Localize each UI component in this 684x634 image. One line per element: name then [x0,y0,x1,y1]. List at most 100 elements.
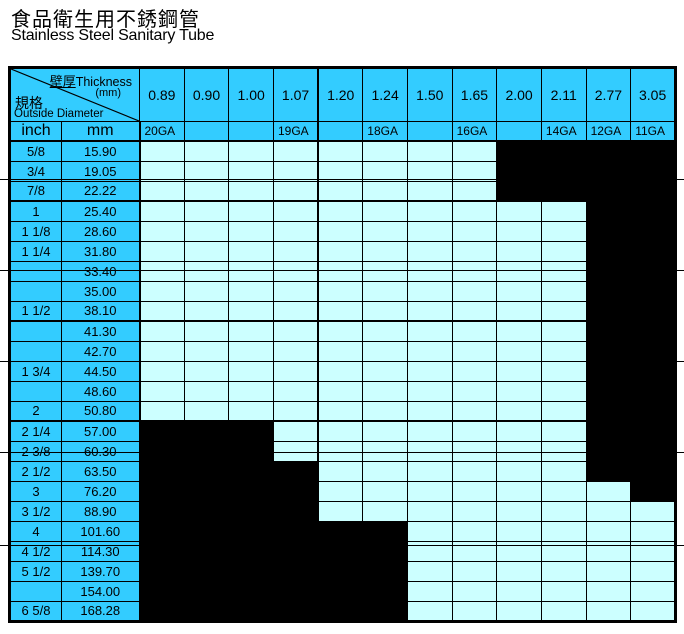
scan-artifact-line [0,270,684,271]
available-cell [272,200,319,222]
unavailable-cell [585,300,632,322]
unavailable-cell [362,580,408,602]
available-cell [139,400,185,422]
unavailable-cell [585,320,632,342]
unavailable-cell [272,480,319,502]
unavailable-cell [585,160,632,182]
available-cell [451,600,498,622]
available-cell [272,340,319,362]
mm-value: 15.90 [61,140,141,162]
gauge-label: 11GA [630,121,676,142]
mm-value: 60.30 [61,440,141,462]
available-cell [496,200,542,222]
available-cell [272,300,319,322]
gauge-label: 12GA [585,121,632,142]
unavailable-cell [630,160,676,182]
available-cell [451,260,498,282]
available-cell [272,320,319,342]
inch-value: 2 1/4 [9,420,62,442]
available-cell [228,180,274,202]
gauge-empty-cell [317,121,364,142]
unavailable-cell [585,340,632,362]
available-cell [228,400,274,422]
unavailable-cell [630,240,676,262]
mm-value: 139.70 [61,560,141,582]
unavailable-cell [630,380,676,402]
thickness-col-header: 1.00 [228,67,274,122]
available-cell [406,260,453,282]
unavailable-cell [585,420,632,442]
available-cell [540,460,587,482]
available-cell [496,240,542,262]
unavailable-cell [630,400,676,422]
mm-value: 42.70 [61,340,141,362]
available-cell [317,300,364,322]
thickness-col-header: 1.65 [451,67,498,122]
size-row: 5/8 15.90 [9,140,676,162]
available-cell [406,440,453,462]
unavailable-cell [496,160,542,182]
available-cell [451,480,498,502]
inch-value: 3/4 [9,160,62,182]
thickness-col-header: 3.05 [630,67,676,122]
mm-value: 50.80 [61,400,141,422]
unavailable-cell [317,520,364,542]
available-cell [630,500,676,522]
available-cell [496,560,542,582]
available-cell [183,320,230,342]
gauge-empty-cell [183,121,230,142]
available-cell [317,360,364,382]
unavailable-cell [139,560,185,582]
available-cell [317,420,364,442]
size-row: 1 1/8 28.60 [9,220,676,242]
available-cell [183,280,230,302]
available-cell [228,340,274,362]
unavailable-cell [585,440,632,462]
available-cell [272,220,319,242]
size-row: 6 5/8 168.28 [9,600,676,622]
available-cell [630,600,676,622]
inch-value: 1 1/2 [9,300,62,322]
available-cell [451,180,498,202]
unavailable-cell [272,520,319,542]
available-cell [451,320,498,342]
mm-value: 41.30 [61,320,141,342]
available-cell [406,560,453,582]
thickness-col-header: 1.24 [362,67,408,122]
gauge-empty-cell [406,121,453,142]
thickness-col-header: 1.50 [406,67,453,122]
available-cell [540,480,587,502]
mm-value: 19.05 [61,160,141,182]
available-cell [317,280,364,302]
available-cell [406,420,453,442]
available-cell [540,240,587,262]
available-cell [183,400,230,422]
inch-value: 1 [9,200,62,222]
available-cell [496,280,542,302]
mm-value: 33.40 [61,260,141,282]
available-cell [585,600,632,622]
size-row: 7/8 22.22 [9,180,676,202]
scan-artifact-line [0,545,684,546]
available-cell [139,180,185,202]
available-cell [317,200,364,222]
available-cell [496,460,542,482]
unavailable-cell [272,600,319,622]
size-row: 3 1/2 88.90 [9,500,676,522]
available-cell [406,460,453,482]
unavailable-cell [630,360,676,382]
unavailable-cell [183,480,230,502]
available-cell [362,240,408,262]
available-cell [406,220,453,242]
mm-value: 88.90 [61,500,141,522]
unavailable-cell [228,560,274,582]
available-cell [362,160,408,182]
size-row: 33.40 [9,260,676,282]
available-cell [139,380,185,402]
inch-value [9,280,62,302]
unavailable-cell [228,580,274,602]
unavailable-cell [317,560,364,582]
available-cell [585,500,632,522]
unavailable-cell [585,360,632,382]
